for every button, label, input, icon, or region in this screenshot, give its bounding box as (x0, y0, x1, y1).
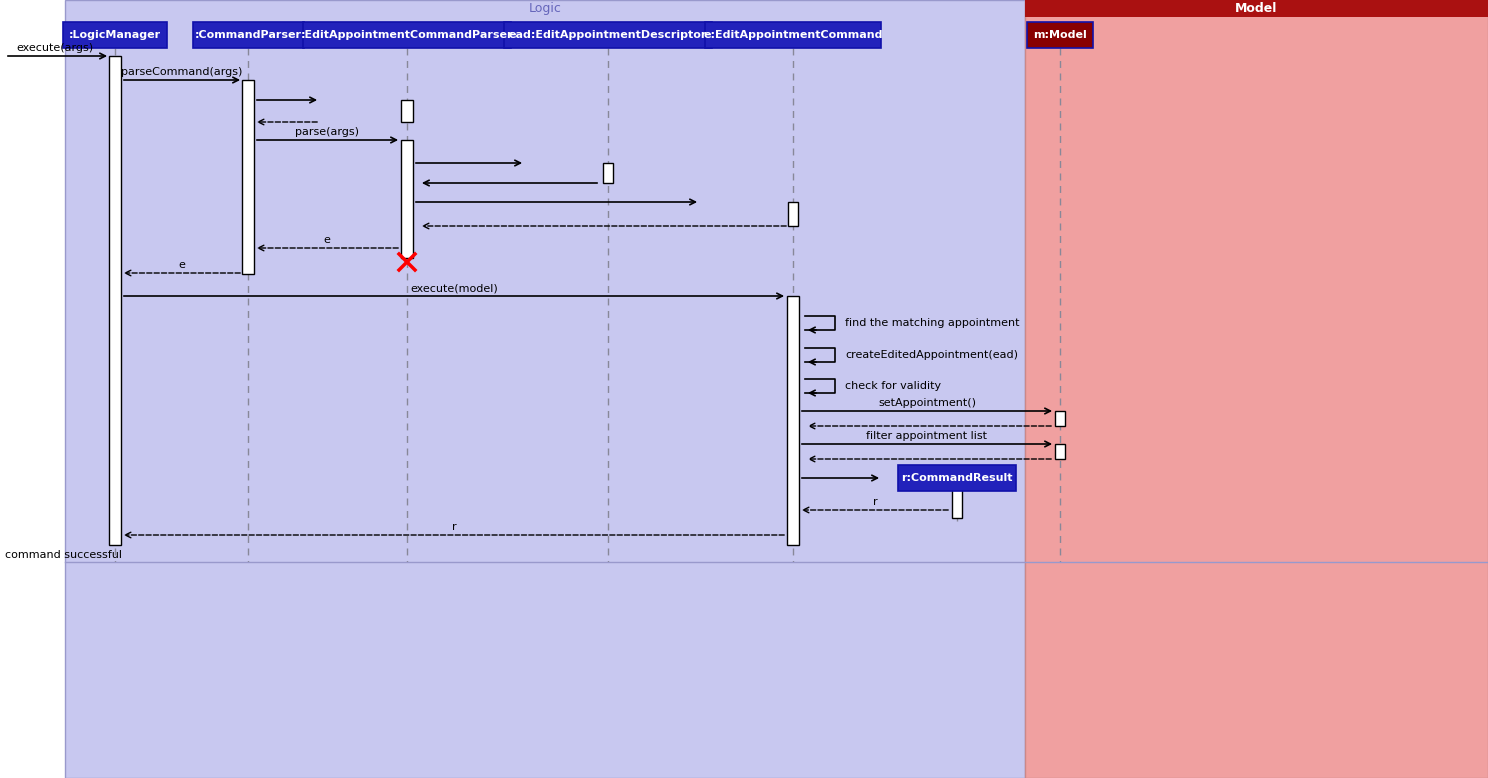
Text: r:CommandResult: r:CommandResult (902, 473, 1013, 483)
FancyBboxPatch shape (62, 22, 167, 48)
FancyBboxPatch shape (899, 465, 1016, 491)
Bar (603, 163, 613, 183)
FancyBboxPatch shape (705, 22, 881, 48)
Text: createEditedAppointment(ead): createEditedAppointment(ead) (845, 350, 1018, 360)
Text: setAppointment(): setAppointment() (878, 398, 976, 408)
Text: :CommandParser: :CommandParser (195, 30, 302, 40)
Text: ead:EditAppointmentDescriptor: ead:EditAppointmentDescriptor (509, 30, 707, 40)
Text: filter appointment list: filter appointment list (866, 431, 988, 441)
Bar (1055, 411, 1065, 426)
Text: command successful: command successful (4, 550, 122, 560)
Text: check for validity: check for validity (845, 381, 940, 391)
Text: m:Model: m:Model (1033, 30, 1086, 40)
Bar (243, 80, 254, 274)
Text: execute(model): execute(model) (411, 283, 498, 293)
Text: r: r (452, 522, 457, 532)
FancyBboxPatch shape (1027, 22, 1092, 48)
Text: :EditAppointmentCommandParser: :EditAppointmentCommandParser (301, 30, 513, 40)
Bar (1025, 0, 1488, 17)
Bar (65, 0, 1025, 778)
Bar (400, 140, 414, 258)
Text: Logic: Logic (528, 2, 561, 15)
Bar (400, 100, 414, 122)
Text: :LogicManager: :LogicManager (68, 30, 161, 40)
Bar (789, 202, 798, 226)
FancyBboxPatch shape (192, 22, 304, 48)
Bar (1055, 444, 1065, 459)
Text: e: e (323, 235, 330, 245)
Bar (109, 56, 121, 545)
FancyBboxPatch shape (302, 22, 512, 48)
Bar (787, 296, 799, 545)
Text: find the matching appointment: find the matching appointment (845, 318, 1019, 328)
Bar (1025, 0, 1488, 778)
Text: e:EditAppointmentCommand: e:EditAppointmentCommand (704, 30, 882, 40)
Text: e: e (179, 260, 186, 270)
Text: execute(args): execute(args) (16, 43, 94, 53)
Text: parseCommand(args): parseCommand(args) (122, 67, 243, 77)
Bar (952, 478, 963, 518)
FancyBboxPatch shape (504, 22, 713, 48)
Text: r: r (872, 497, 878, 507)
Text: parse(args): parse(args) (295, 127, 359, 137)
Text: Model: Model (1235, 2, 1278, 15)
